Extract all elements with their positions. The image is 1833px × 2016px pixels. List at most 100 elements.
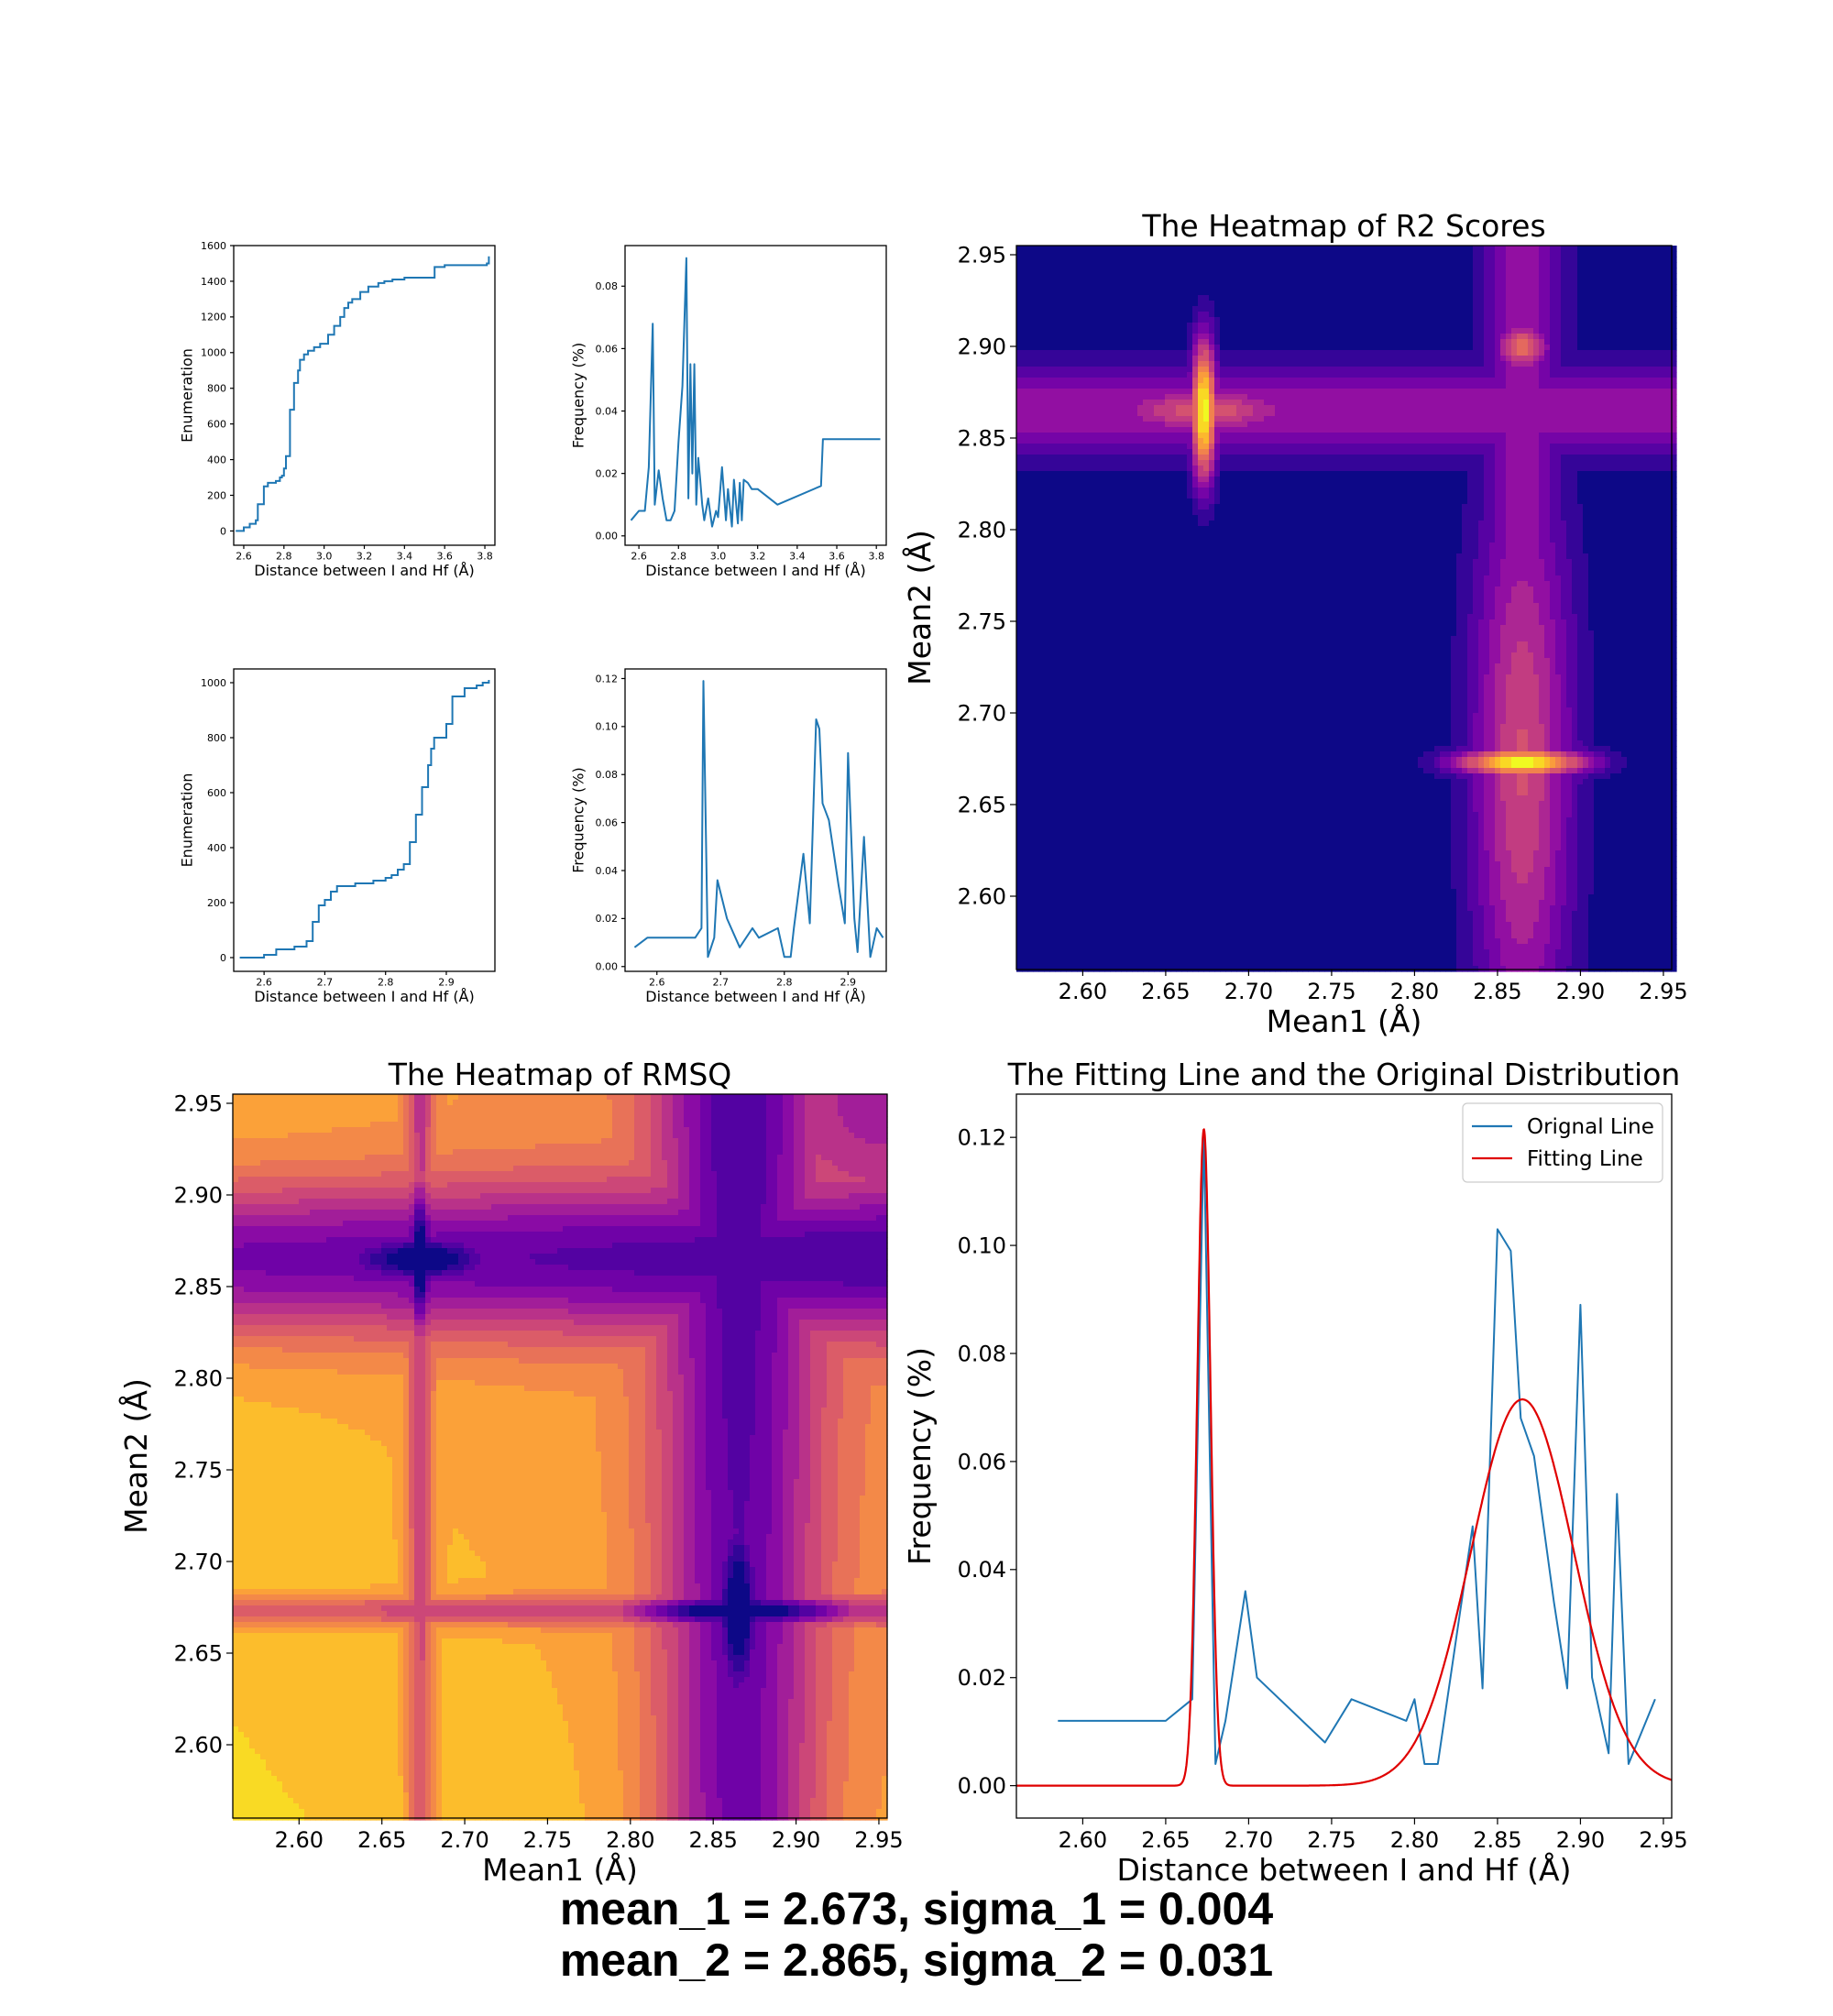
heatmap-cell [1187,339,1193,345]
heatmap-cell [1308,306,1314,312]
heatmap-cell [1253,455,1259,461]
heatmap-cell [1236,449,1243,455]
heatmap-cell [1044,290,1050,296]
heatmap-cell [1654,306,1661,312]
heatmap-cell [1115,427,1122,433]
heatmap-cell [1654,449,1661,455]
heatmap-cell [1275,306,1281,312]
heatmap-cell [1484,416,1490,422]
heatmap-cell [1082,438,1089,444]
heatmap-cell [1484,383,1490,389]
heatmap-cell [1506,251,1512,257]
heatmap-cell [1165,312,1171,318]
heatmap-cell [1539,372,1545,378]
heatmap-cell [1165,295,1171,301]
heatmap-cell [1033,279,1039,285]
heatmap-cell [1110,400,1116,406]
heatmap-cell [1225,306,1232,312]
heatmap-cell [1198,383,1204,389]
heatmap-cell [1385,268,1391,274]
heatmap-cell [1451,301,1457,307]
heatmap-cell [1253,383,1259,389]
heatmap-cell [1313,389,1320,395]
heatmap-cell [1335,400,1342,406]
heatmap-cell [1071,323,1078,329]
heatmap-cell [1577,312,1584,318]
heatmap-cell [1110,372,1116,378]
heatmap-cell [1495,449,1501,455]
heatmap-cell [1297,257,1303,263]
heatmap-cell [1093,455,1100,461]
heatmap-cell [1275,394,1281,400]
heatmap-cell [1132,394,1138,400]
heatmap-cell [1555,251,1562,257]
heatmap-cell [1643,350,1650,356]
heatmap-cell [1396,389,1402,395]
heatmap-cell [1099,268,1105,274]
heatmap-cell [1269,273,1276,279]
heatmap-cell [1495,433,1501,439]
heatmap-cell [1374,361,1380,367]
heatmap-cell [1484,367,1490,373]
heatmap-cell [1220,295,1226,301]
heatmap-cell [1319,405,1325,411]
heatmap-cell [1330,295,1336,301]
heatmap-cell [1544,290,1551,296]
heatmap-cell [1423,301,1430,307]
heatmap-cell [1671,416,1677,422]
heatmap-cell [1522,295,1529,301]
heatmap-cell [1418,339,1424,345]
heatmap-cell [1335,339,1342,345]
heatmap-cell [1231,345,1237,351]
heatmap-cell [1187,416,1193,422]
heatmap-cell [1544,356,1551,362]
heatmap-cell [1170,312,1177,318]
heatmap-cell [1638,312,1644,318]
heatmap-cell [1440,438,1446,444]
heatmap-cell [1528,268,1534,274]
heatmap-cell [1033,361,1039,367]
heatmap-cell [1638,400,1644,406]
heatmap-cell [1429,295,1435,301]
heatmap-cell [1511,350,1518,356]
heatmap-cell [1220,323,1226,329]
heatmap-cell [1396,367,1402,373]
heatmap-cell [1495,301,1501,307]
heatmap-cell [1627,345,1633,351]
heatmap-cell [1643,268,1650,274]
heatmap-cell [1121,312,1127,318]
heatmap-cell [1412,367,1419,373]
heatmap-cell [1055,460,1061,466]
heatmap-cell [1555,295,1562,301]
heatmap-cell [1665,433,1672,439]
heatmap-cell [1412,422,1419,428]
heatmap-cell [1363,444,1369,450]
heatmap-cell [1242,350,1248,356]
heatmap-cell [1297,389,1303,395]
heatmap-cell [1467,361,1474,367]
heatmap-cell [1044,444,1050,450]
heatmap-cell [1638,455,1644,461]
heatmap-cell [1577,427,1584,433]
heatmap-cell [1401,284,1408,290]
heatmap-cell [1247,246,1254,252]
heatmap-cell [1104,389,1111,395]
heatmap-cell [1368,262,1375,268]
heatmap-cell [1110,422,1116,428]
heatmap-cell [1550,246,1556,252]
heatmap-cell [1308,334,1314,340]
heatmap-cell [1066,262,1072,268]
heatmap-cell [1214,334,1221,340]
heatmap-cell [1632,405,1639,411]
heatmap-cell [1154,466,1160,472]
heatmap-cell [1280,389,1287,395]
heatmap-cell [1335,317,1342,323]
heatmap-cell [1396,246,1402,252]
heatmap-cell [1462,433,1468,439]
heatmap-cell [1242,394,1248,400]
heatmap-cell [1236,405,1243,411]
heatmap-cell [1308,405,1314,411]
heatmap-cell [1555,334,1562,340]
heatmap-cell [1390,257,1397,263]
heatmap-cell [1467,389,1474,395]
